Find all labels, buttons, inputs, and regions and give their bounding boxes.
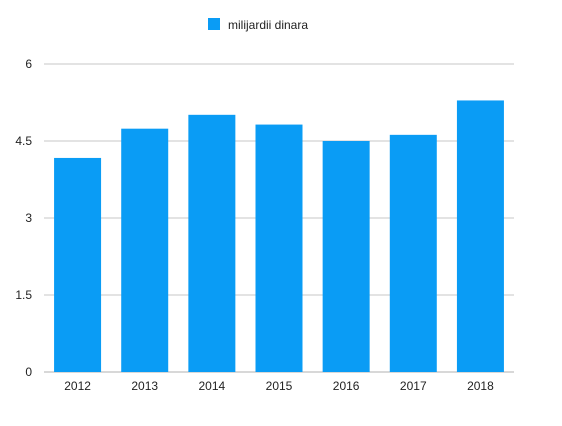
x-tick-label-2018: 2018 <box>467 379 494 393</box>
bar-2016 <box>322 141 370 372</box>
y-tick-label: 6 <box>25 57 32 71</box>
legend-swatch <box>208 18 220 30</box>
x-tick-label-2013: 2013 <box>131 379 158 393</box>
bar-2018 <box>456 100 504 373</box>
y-tick-label: 4.5 <box>15 134 32 148</box>
bars <box>54 100 504 373</box>
legend: milijardii dinara <box>208 18 308 32</box>
x-tick-label-2017: 2017 <box>400 379 427 393</box>
bar-2012 <box>54 157 102 372</box>
x-tick-label-2012: 2012 <box>64 379 91 393</box>
bar-2014 <box>188 114 236 372</box>
x-tick-label-2016: 2016 <box>333 379 360 393</box>
bar-2013 <box>121 128 169 372</box>
y-tick-label: 1.5 <box>15 288 32 302</box>
y-axis-tick-labels: 0 1.5 3 4.5 6 <box>15 57 32 379</box>
bar-2015 <box>255 124 303 372</box>
x-axis-tick-labels: 2012 2013 2014 2015 2016 2017 2018 <box>64 379 494 393</box>
bar-2017 <box>389 134 437 372</box>
y-tick-label: 0 <box>25 365 32 379</box>
y-tick-label: 3 <box>25 211 32 225</box>
x-tick-label-2015: 2015 <box>266 379 293 393</box>
legend-label: milijardii dinara <box>228 18 308 32</box>
x-tick-label-2014: 2014 <box>199 379 226 393</box>
